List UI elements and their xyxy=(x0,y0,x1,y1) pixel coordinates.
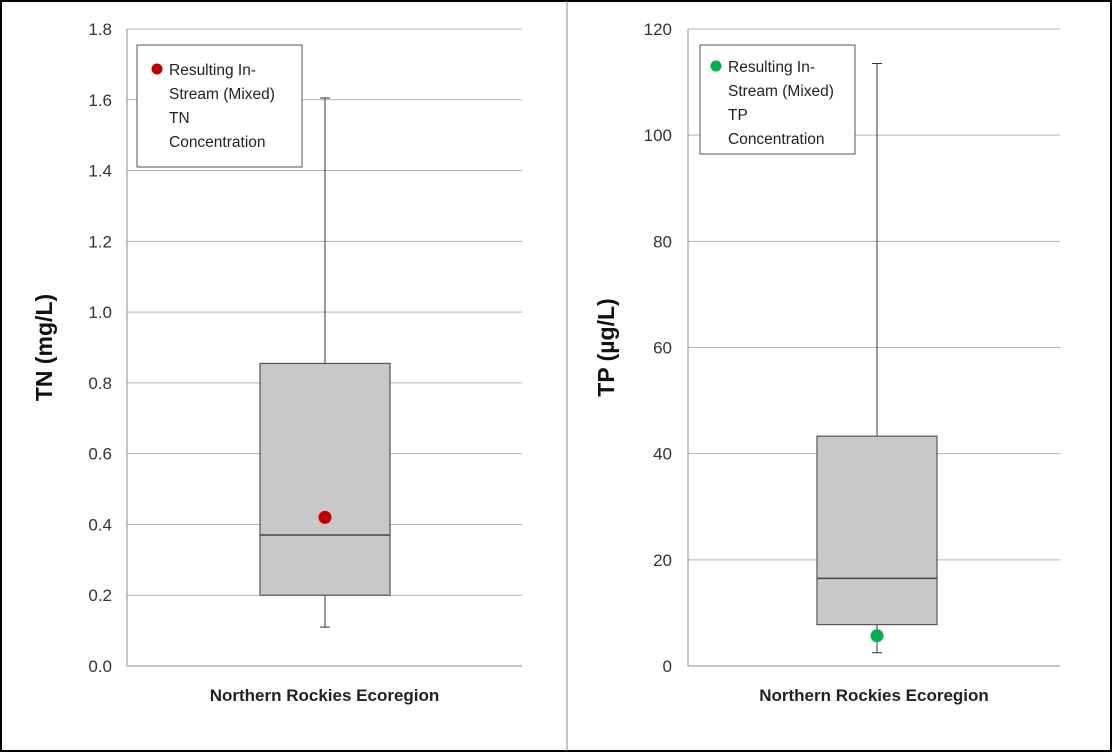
y-tick-label: 40 xyxy=(653,445,672,464)
legend-label-line: Concentration xyxy=(728,131,825,148)
legend-label-line: Stream (Mixed) xyxy=(728,83,834,100)
tn-concentration-point xyxy=(319,511,332,524)
y-tick-label: 120 xyxy=(644,20,672,39)
legend-label-line: Resulting In- xyxy=(169,62,256,79)
legend-label-line: TN xyxy=(169,110,190,127)
iqr-box xyxy=(260,363,390,595)
y-tick-label: 0.8 xyxy=(88,374,112,393)
y-tick-label: 1.2 xyxy=(88,232,112,251)
legend-label-line: Resulting In- xyxy=(728,59,815,76)
y-tick-label: 0.0 xyxy=(88,657,112,676)
y-tick-label: 100 xyxy=(644,126,672,145)
y-tick-label: 60 xyxy=(653,339,672,358)
legend-label-line: Stream (Mixed) xyxy=(169,86,275,103)
y-axis-title: TN (mg/L) xyxy=(31,294,57,401)
y-tick-label: 1.6 xyxy=(88,91,112,110)
y-tick-label: 1.8 xyxy=(88,20,112,39)
y-tick-label: 0 xyxy=(663,657,672,676)
y-tick-label: 80 xyxy=(653,232,672,251)
legend-marker xyxy=(711,61,722,72)
legend-marker xyxy=(152,64,163,75)
x-category-label: Northern Rockies Ecoregion xyxy=(210,686,440,705)
y-tick-label: 1.4 xyxy=(88,162,112,181)
y-tick-label: 0.6 xyxy=(88,445,112,464)
y-tick-label: 0.2 xyxy=(88,586,112,605)
legend-label-line: Concentration xyxy=(169,134,266,151)
y-tick-label: 0.4 xyxy=(88,515,112,534)
tp-concentration-point xyxy=(871,629,884,642)
iqr-box xyxy=(817,436,937,624)
y-axis-title: TP (µg/L) xyxy=(593,298,619,396)
y-tick-label: 20 xyxy=(653,551,672,570)
x-category-label: Northern Rockies Ecoregion xyxy=(759,686,989,705)
y-tick-label: 1.0 xyxy=(88,303,112,322)
legend-label-line: TP xyxy=(728,107,748,124)
